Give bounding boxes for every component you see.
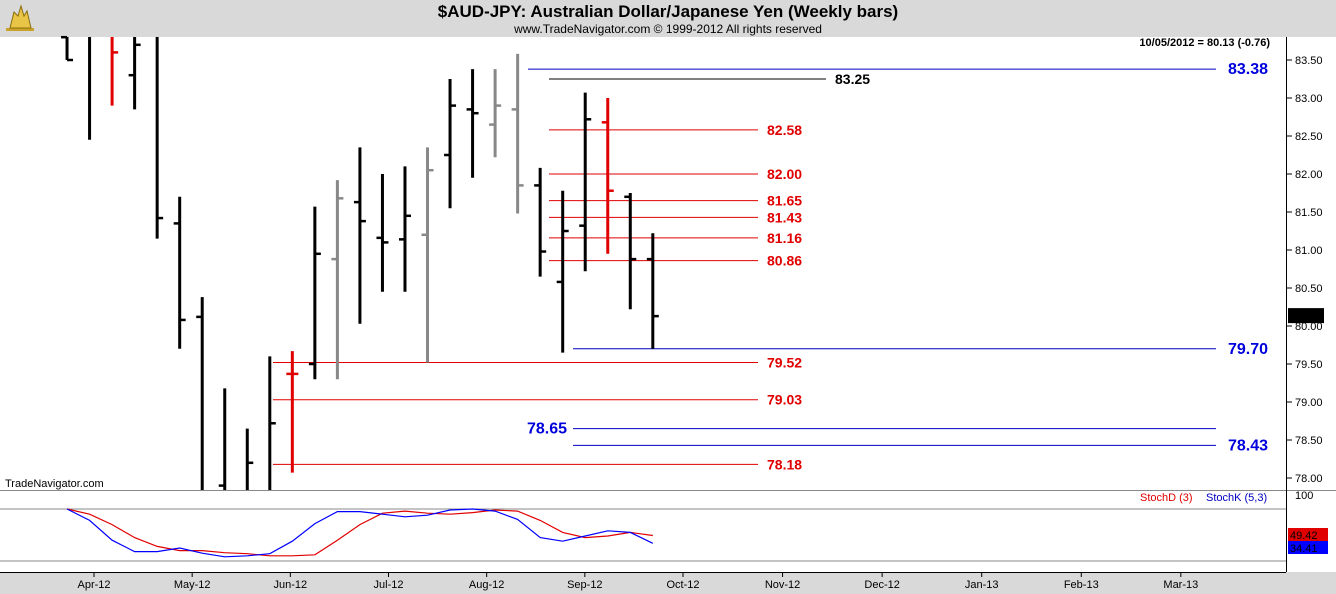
level-label-82-00: 82.00 — [767, 166, 802, 182]
ohlc-bar — [601, 98, 614, 254]
ohlc-bar — [353, 147, 366, 324]
level-label-79-52: 79.52 — [767, 354, 802, 370]
x-tick-label: May-12 — [174, 579, 211, 591]
x-tick-label: Nov-12 — [765, 579, 800, 591]
x-tick-label: Dec-12 — [864, 579, 899, 591]
level-label-81-16: 81.16 — [767, 230, 802, 246]
price-axis — [1287, 37, 1336, 572]
legend-stochK: StochK (5,3) — [1206, 492, 1267, 504]
stoch-tick-label: 100 — [1295, 490, 1313, 502]
y-tick-label: 80.00 — [1295, 321, 1323, 333]
ohlc-bar — [286, 351, 299, 473]
ohlc-bar — [376, 174, 389, 292]
y-tick-label: 83.50 — [1295, 55, 1323, 67]
x-tick-label: Feb-13 — [1064, 579, 1099, 591]
x-tick-label: Jan-13 — [965, 579, 999, 591]
x-tick-label: Mar-13 — [1163, 579, 1198, 591]
ohlc-bar — [308, 206, 321, 380]
y-tick-label: 78.50 — [1295, 435, 1323, 447]
stoch-last-label: 34.41 — [1290, 543, 1318, 555]
y-tick-label: 82.50 — [1295, 131, 1323, 143]
ohlc-bar — [155, 37, 164, 239]
level-label-83-25: 83.25 — [835, 71, 870, 87]
y-tick-label: 82.00 — [1295, 169, 1323, 181]
ohlc-bar — [466, 69, 479, 178]
x-tick-label: Apr-12 — [77, 579, 110, 591]
y-tick-label: 79.50 — [1295, 359, 1323, 371]
ohlc-bar — [196, 297, 204, 490]
ohlc-bar — [398, 166, 411, 292]
level-label-82-58: 82.58 — [767, 122, 802, 138]
stoch-series-k — [66, 508, 654, 558]
level-label-83-38: 83.38 — [1228, 61, 1268, 78]
y-tick-label: 81.50 — [1295, 207, 1323, 219]
level-label-79-03: 79.03 — [767, 392, 802, 408]
ohlc-bar — [556, 190, 569, 353]
level-label-79-70: 79.70 — [1228, 341, 1268, 358]
level-label-81-43: 81.43 — [767, 209, 802, 225]
ohlc-bar — [511, 53, 524, 214]
ohlc-bar — [534, 167, 547, 277]
ohlc-bar — [646, 233, 659, 349]
ohlc-bar — [489, 69, 502, 158]
level-label-78-18: 78.18 — [767, 456, 802, 472]
y-tick-label: 79.00 — [1295, 397, 1323, 409]
legend-stochD: StochD (3) — [1140, 492, 1193, 504]
x-tick-label: Jul-12 — [374, 579, 404, 591]
x-tick-label: Oct-12 — [666, 579, 699, 591]
trade-navigator-logo — [6, 4, 34, 31]
watermark: TradeNavigator.com — [5, 478, 104, 490]
copyright-subtitle: www.TradeNavigator.com © 1999-2012 All r… — [514, 22, 822, 36]
stoch-series-d — [66, 508, 653, 557]
last-readout: 10/05/2012 = 80.13 (-0.76) — [1139, 37, 1270, 49]
stoch-plot-area — [0, 491, 1286, 572]
y-tick-label: 83.00 — [1295, 93, 1323, 105]
ohlc-bar — [110, 37, 119, 106]
y-tick-label: 81.00 — [1295, 245, 1323, 257]
ohlc-bar — [128, 37, 141, 110]
ohlc-bar — [218, 388, 227, 490]
last-price-box — [1288, 308, 1324, 324]
ohlc-bar — [444, 79, 457, 209]
ohlc-bar — [579, 92, 592, 272]
ohlc-bar — [421, 147, 434, 363]
stoch-last-box — [1288, 541, 1328, 554]
level-label-80-86: 80.86 — [767, 253, 802, 269]
x-tick-label: Jun-12 — [274, 579, 308, 591]
ohlc-bar — [245, 428, 254, 490]
level-label-78-65: 78.65 — [527, 421, 567, 438]
ohlc-bar — [624, 193, 637, 310]
x-tick-label: Sep-12 — [567, 579, 602, 591]
ohlc-bar — [61, 35, 74, 62]
stoch-last-box — [1288, 528, 1328, 541]
chart-title: $AUD-JPY: Australian Dollar/Japanese Yen… — [437, 2, 899, 21]
ohlc-bar — [268, 356, 276, 490]
stoch-last-label: 49.42 — [1290, 530, 1318, 542]
y-tick-label: 80.50 — [1295, 283, 1323, 295]
last-price-label: 80.13 — [1291, 311, 1319, 323]
level-label-78-43: 78.43 — [1228, 437, 1268, 454]
ohlc-bar — [173, 196, 186, 349]
main-plot-area — [0, 37, 1286, 490]
y-tick-label: 78.00 — [1295, 473, 1323, 485]
level-label-81-65: 81.65 — [767, 193, 802, 209]
ohlc-bar — [331, 180, 344, 380]
x-tick-label: Aug-12 — [469, 579, 504, 591]
